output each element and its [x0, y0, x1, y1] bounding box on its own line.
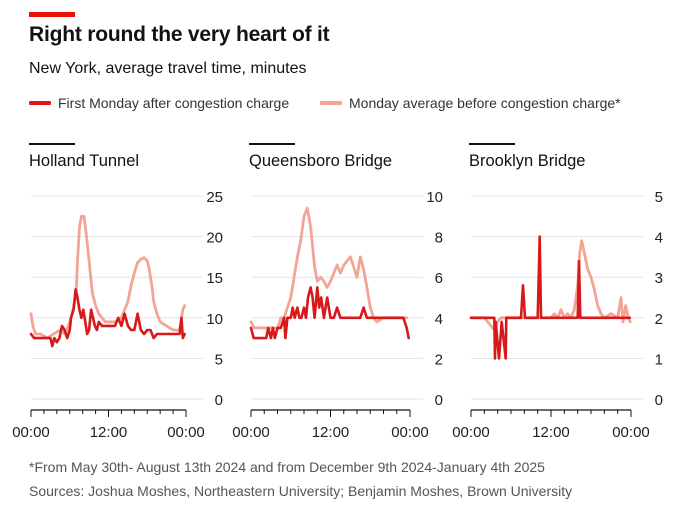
y-tick-label-queensboro-1: 2 — [435, 351, 443, 368]
x-tick-label-queensboro-1: 12:00 — [312, 424, 350, 441]
y-tick-label-brooklyn-2: 2 — [655, 311, 663, 328]
y-tick-label-brooklyn-1: 1 — [655, 351, 663, 368]
brand-accent-bar — [29, 12, 75, 17]
footnote: *From May 30th- August 13th 2024 and fro… — [29, 459, 545, 475]
y-tick-label-queensboro-5: 10 — [426, 189, 443, 206]
y-tick-label-queensboro-3: 6 — [435, 270, 443, 287]
y-tick-label-holland-5: 25 — [206, 189, 223, 206]
legend-item-before: Monday average before congestion charge* — [320, 94, 621, 112]
y-tick-label-holland-3: 15 — [206, 270, 223, 287]
x-tick-label-holland-1: 12:00 — [90, 424, 128, 441]
y-tick-label-holland-1: 5 — [215, 351, 223, 368]
x-tick-label-brooklyn-0: 00:00 — [452, 424, 490, 441]
x-tick-label-queensboro-2: 00:00 — [391, 424, 429, 441]
y-tick-label-holland-4: 20 — [206, 230, 223, 247]
y-tick-label-holland-0: 0 — [215, 392, 223, 409]
panel-title-brooklyn: Brooklyn Bridge — [469, 152, 586, 170]
chart-subtitle: New York, average travel time, minutes — [29, 60, 307, 77]
legend-swatch-before — [320, 101, 342, 105]
y-tick-label-brooklyn-5: 5 — [655, 189, 663, 206]
sources-note: Sources: Joshua Moshes, Northeastern Uni… — [29, 483, 573, 499]
legend-item-after: First Monday after congestion charge — [29, 94, 289, 112]
x-tick-label-brooklyn-2: 00:00 — [612, 424, 650, 441]
x-tick-label-holland-0: 00:00 — [12, 424, 50, 441]
panel-rule-holland — [29, 143, 75, 145]
y-tick-label-brooklyn-3: 3 — [655, 270, 663, 287]
y-tick-label-queensboro-4: 8 — [435, 230, 443, 247]
x-tick-label-brooklyn-1: 12:00 — [532, 424, 570, 441]
x-tick-label-holland-2: 00:00 — [167, 424, 205, 441]
y-tick-label-holland-2: 10 — [206, 311, 223, 328]
y-tick-label-brooklyn-4: 4 — [655, 230, 663, 247]
y-tick-label-queensboro-0: 0 — [435, 392, 443, 409]
x-tick-label-queensboro-0: 00:00 — [232, 424, 270, 441]
series-line-after-holland — [29, 288, 186, 348]
panel-title-holland: Holland Tunnel — [29, 152, 140, 170]
series-line-after-brooklyn — [469, 235, 631, 360]
panel-rule-brooklyn — [469, 143, 515, 145]
chart-title: Right round the very heart of it — [29, 23, 330, 46]
legend-swatch-after — [29, 101, 51, 105]
legend-label-before: Monday average before congestion charge* — [349, 95, 621, 111]
panel-title-queensboro: Queensboro Bridge — [249, 152, 393, 170]
series-line-after-queensboro — [249, 286, 410, 340]
panel-rule-queensboro — [249, 143, 295, 145]
y-tick-label-brooklyn-0: 0 — [655, 392, 663, 409]
y-tick-label-queensboro-2: 4 — [435, 311, 443, 328]
legend-label-after: First Monday after congestion charge — [58, 95, 290, 111]
